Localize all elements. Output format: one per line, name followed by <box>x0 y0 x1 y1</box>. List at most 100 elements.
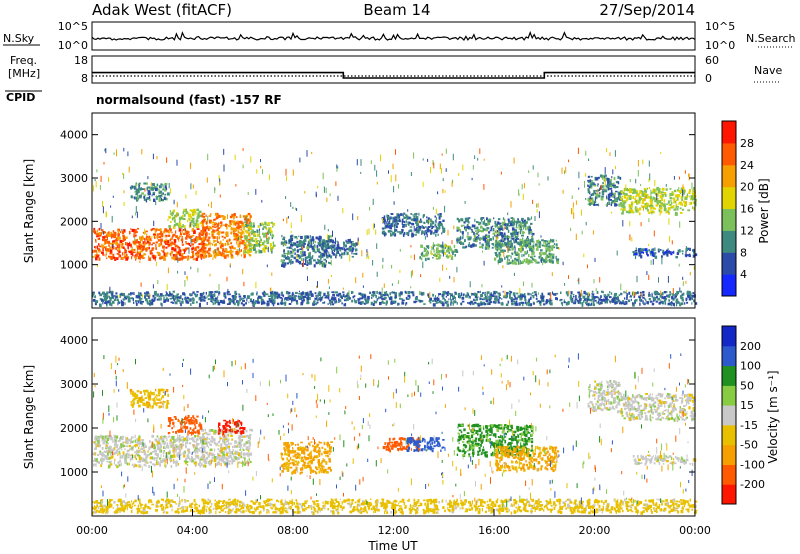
data-cell <box>152 294 155 298</box>
noise-cell <box>234 154 236 161</box>
data-cell <box>182 210 185 213</box>
data-cell <box>469 296 471 299</box>
data-cell <box>115 237 118 241</box>
data-cell <box>628 197 632 200</box>
data-cell <box>642 193 645 197</box>
noise-cell <box>629 234 631 241</box>
data-cell <box>652 296 656 300</box>
data-cell <box>170 237 173 241</box>
data-cell <box>166 192 170 196</box>
data-cell <box>592 298 595 301</box>
data-cell <box>618 294 621 297</box>
data-cell <box>259 224 261 227</box>
data-cell <box>599 174 603 178</box>
data-cell <box>304 238 307 241</box>
data-cell <box>536 294 538 298</box>
data-cell <box>628 291 631 295</box>
data-cell <box>426 227 428 229</box>
data-cell <box>381 296 383 300</box>
noise-cell <box>679 287 681 293</box>
data-cell <box>148 192 151 196</box>
data-cell <box>238 293 241 296</box>
data-cell <box>406 298 410 300</box>
data-cell <box>329 235 332 238</box>
noise-cell <box>138 185 140 193</box>
noise-cell <box>360 171 362 174</box>
noise-cell <box>538 211 540 219</box>
data-cell <box>344 295 346 299</box>
data-cell <box>323 241 325 245</box>
data-cell <box>181 253 185 255</box>
noise-cell <box>352 213 354 221</box>
noise-cell <box>173 294 174 298</box>
data-cell <box>202 248 205 252</box>
data-cell <box>180 238 184 242</box>
data-cell <box>660 299 662 303</box>
data-cell <box>434 223 437 227</box>
data-cell <box>505 303 509 306</box>
data-cell <box>297 295 300 298</box>
data-cell <box>157 233 159 236</box>
data-cell <box>293 293 295 296</box>
data-cell <box>102 254 105 256</box>
data-cell <box>620 204 623 207</box>
data-cell <box>229 246 232 249</box>
data-cell <box>288 251 291 255</box>
data-cell <box>199 292 203 297</box>
data-cell <box>655 204 659 207</box>
noise-cell <box>578 171 580 179</box>
data-cell <box>435 233 437 237</box>
noise-cell <box>500 171 502 175</box>
data-cell <box>692 198 694 201</box>
data-cell <box>306 263 309 266</box>
data-cell <box>147 186 151 189</box>
noise-cell <box>253 246 255 250</box>
data-cell <box>686 291 690 295</box>
data-cell <box>118 301 121 304</box>
data-cell <box>692 189 696 193</box>
data-cell <box>292 249 295 251</box>
data-cell <box>243 255 246 259</box>
data-cell <box>111 233 115 238</box>
noise-cell <box>691 182 693 190</box>
data-cell <box>392 291 395 294</box>
noise-cell <box>532 234 534 237</box>
data-cell <box>405 296 408 300</box>
data-cell <box>196 217 198 221</box>
data-cell <box>459 241 463 243</box>
data-cell <box>613 297 615 301</box>
data-cell <box>188 243 191 246</box>
data-cell <box>470 229 473 231</box>
data-cell <box>414 228 418 231</box>
data-cell <box>475 238 478 243</box>
data-cell <box>547 245 551 249</box>
data-cell <box>435 249 438 254</box>
data-cell <box>489 218 491 221</box>
data-cell <box>154 256 157 258</box>
noise-cell <box>442 252 444 257</box>
data-cell <box>441 225 444 230</box>
data-cell <box>511 227 515 231</box>
data-cell <box>639 200 641 204</box>
data-cell <box>145 248 147 251</box>
data-cell <box>281 294 283 296</box>
noise-cell <box>361 250 363 257</box>
data-region-1 <box>200 212 253 259</box>
data-cell <box>180 254 183 257</box>
data-cell <box>572 296 575 298</box>
data-cell <box>610 183 613 187</box>
noise-cell <box>147 176 149 180</box>
data-cell <box>209 293 212 296</box>
data-cell <box>531 294 535 297</box>
data-cell <box>659 207 662 210</box>
noise-cell <box>149 294 151 298</box>
nsky-right-tick-top: 10^5 <box>705 20 735 33</box>
data-cell <box>316 301 319 304</box>
data-cell <box>430 233 433 235</box>
noise-cell <box>456 266 458 273</box>
data-cell <box>659 199 662 204</box>
data-cell <box>526 241 530 243</box>
data-cell <box>253 244 257 247</box>
noise-cell <box>510 235 512 239</box>
data-cell <box>496 230 498 233</box>
